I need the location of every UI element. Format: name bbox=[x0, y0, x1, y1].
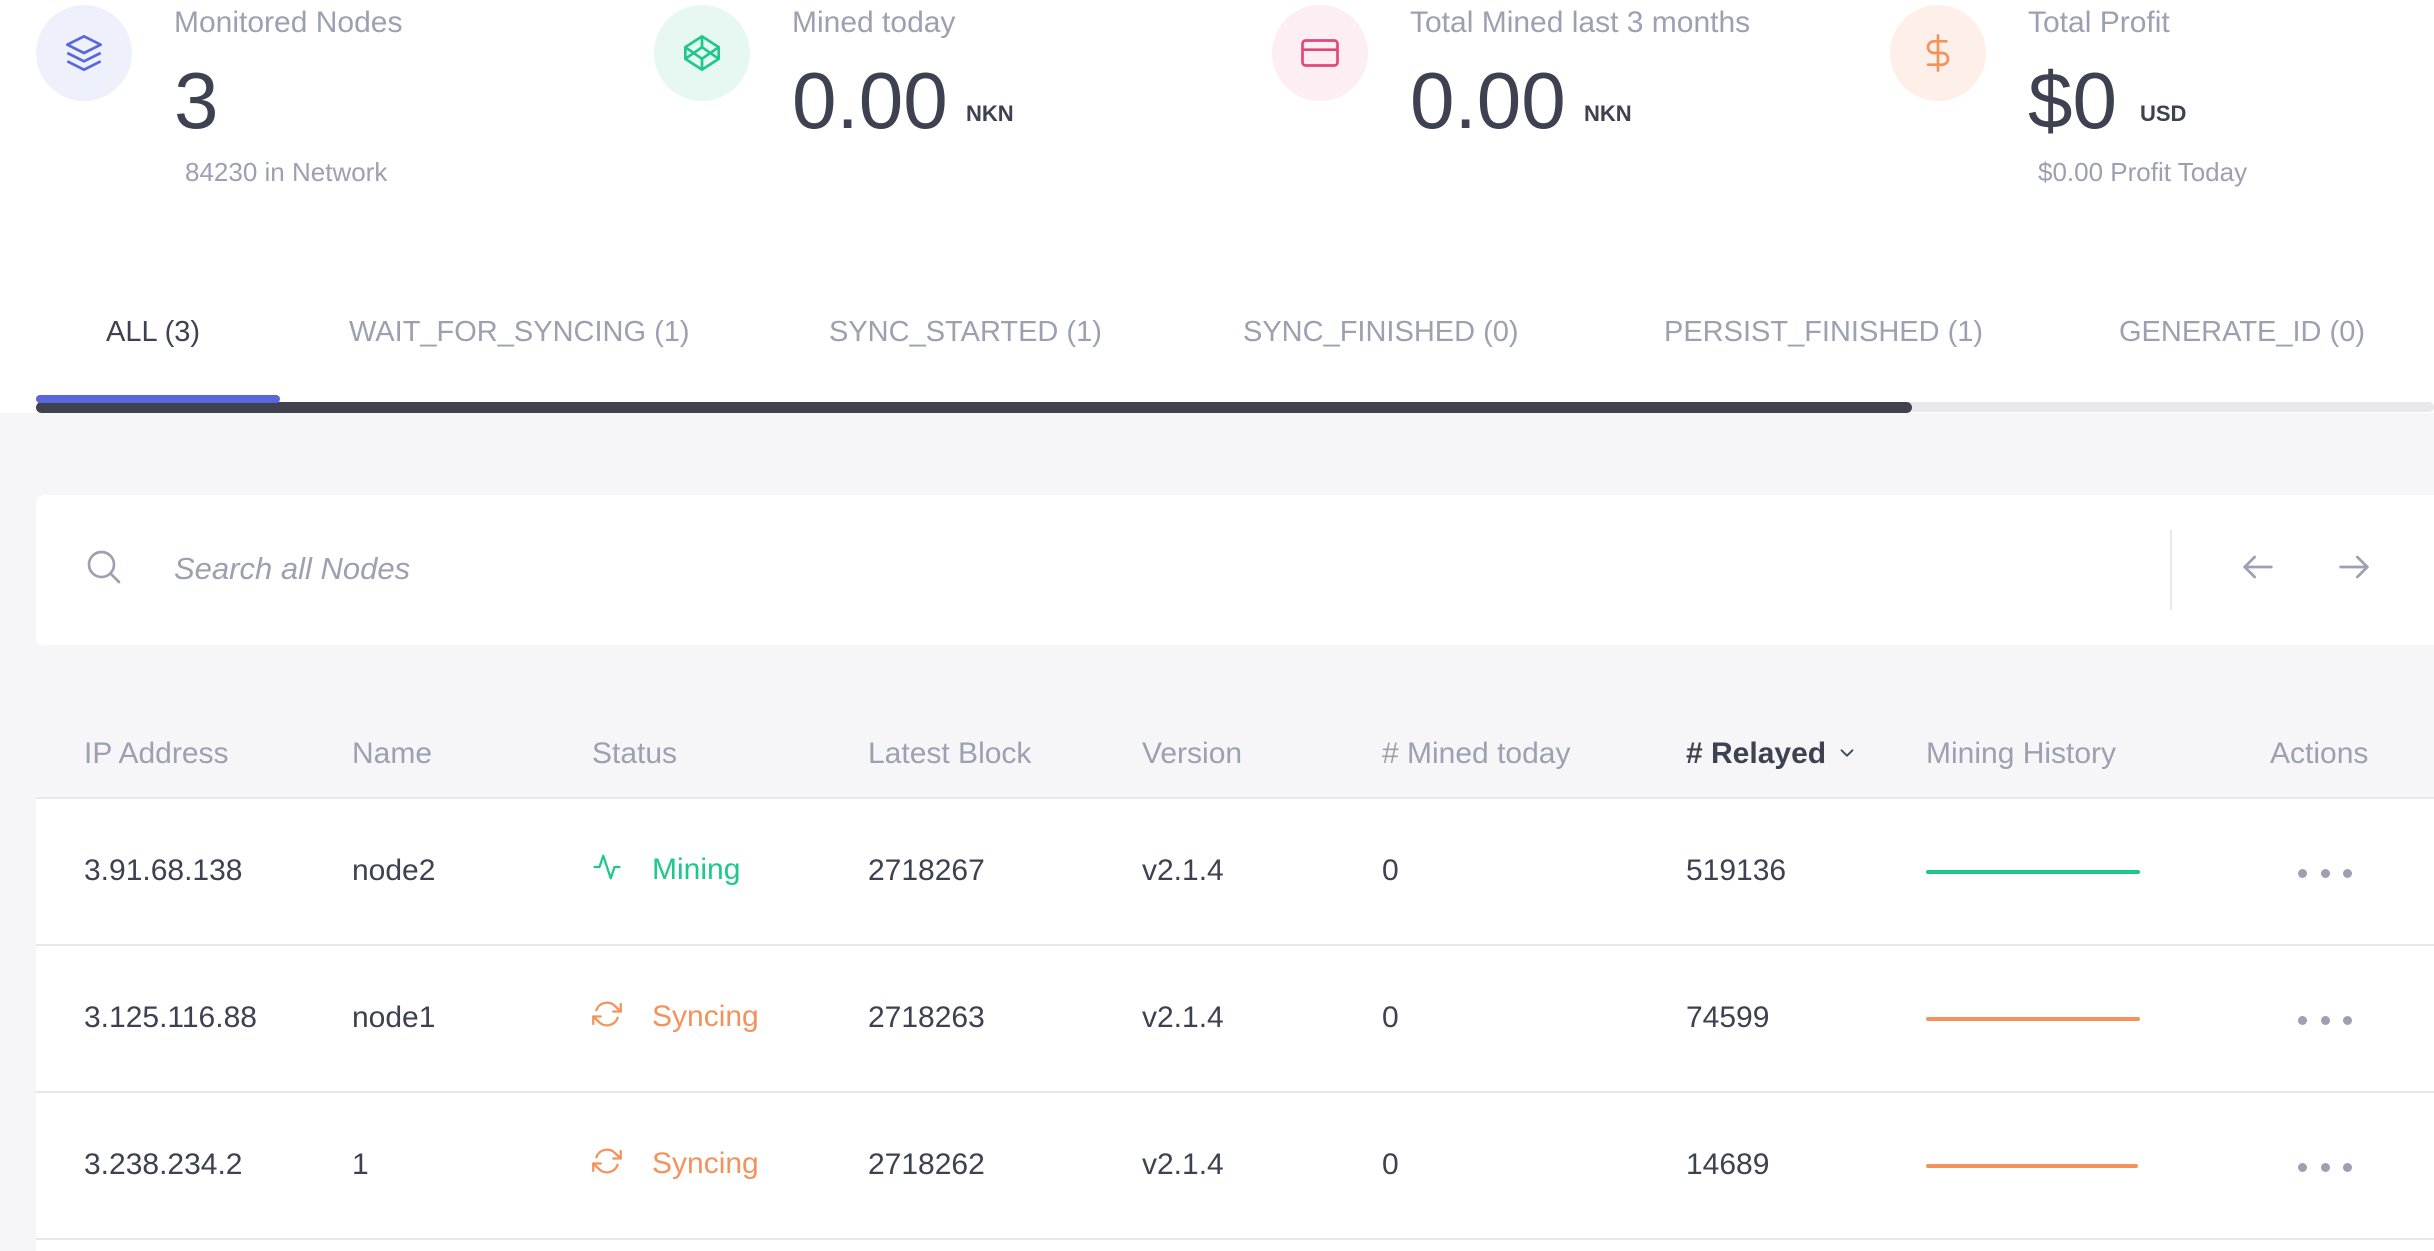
mining-history-sparkline bbox=[1926, 1017, 2140, 1021]
more-dots-icon bbox=[2320, 1015, 2330, 1025]
stat-subtext: $0.00 Profit Today bbox=[2038, 157, 2248, 187]
table-row[interactable]: 3.125.116.88 node1 Syncing 2718263 v2.1.… bbox=[36, 947, 2434, 1093]
chevron-down-icon bbox=[1836, 738, 1858, 772]
column-header-relayed-label: # Relayed bbox=[1686, 737, 1827, 770]
stat-label: Total Mined last 3 months bbox=[1410, 6, 1751, 39]
stat-monitored-nodes: Monitored Nodes 3 84230 in Network bbox=[36, 0, 636, 200]
column-header-status[interactable]: Status bbox=[592, 737, 678, 770]
stat-label: Monitored Nodes bbox=[174, 6, 403, 39]
more-dots-icon bbox=[2298, 1015, 2307, 1025]
search-bar bbox=[36, 495, 2434, 645]
cell-relayed: 519136 bbox=[1686, 854, 1787, 887]
table-row[interactable]: 3.91.68.138 node2 Mining 2718267 v2.1.4 … bbox=[36, 800, 2434, 946]
activity-icon bbox=[592, 852, 622, 887]
mining-history-sparkline bbox=[1926, 870, 2140, 874]
cell-mined-today: 0 bbox=[1382, 1001, 1399, 1034]
dashboard-header: Monitored Nodes 3 84230 in Network Mined… bbox=[0, 0, 2434, 413]
column-header-relayed[interactable]: # Relayed bbox=[1686, 737, 1858, 772]
more-dots-icon bbox=[2298, 1162, 2307, 1172]
codepen-icon bbox=[654, 5, 750, 101]
row-actions-button[interactable] bbox=[2298, 1152, 2352, 1182]
status-badge: Syncing bbox=[592, 1146, 759, 1181]
search-input[interactable] bbox=[174, 541, 2154, 597]
cell-version: v2.1.4 bbox=[1142, 1001, 1224, 1034]
row-actions-button[interactable] bbox=[2298, 858, 2352, 888]
cell-latest-block: 2718267 bbox=[868, 854, 985, 887]
table-row[interactable]: 3.238.234.2 1 Syncing 2718262 v2.1.4 0 1… bbox=[36, 1094, 2434, 1240]
more-dots-icon bbox=[2343, 868, 2352, 878]
search-icon bbox=[84, 547, 124, 592]
stat-value: 3 bbox=[174, 56, 219, 145]
column-header-ip[interactable]: IP Address bbox=[84, 737, 229, 770]
status-badge: Syncing bbox=[592, 999, 759, 1034]
arrow-left-icon[interactable] bbox=[2238, 547, 2278, 592]
tab-persist-finished[interactable]: PERSIST_FINISHED (1) bbox=[1664, 316, 1984, 348]
status-badge: Mining bbox=[592, 852, 740, 887]
credit-card-icon bbox=[1272, 5, 1368, 101]
more-dots-icon bbox=[2320, 868, 2330, 878]
refresh-icon bbox=[592, 1146, 622, 1181]
column-header-mined-today[interactable]: # Mined today bbox=[1382, 737, 1571, 770]
status-text: Syncing bbox=[652, 999, 759, 1033]
tab-generate-id[interactable]: GENERATE_ID (0) bbox=[2119, 316, 2366, 348]
arrow-right-icon[interactable] bbox=[2334, 547, 2374, 592]
stat-total-mined-3-months: Total Mined last 3 months 0.00 NKN bbox=[1272, 0, 1872, 200]
stat-value: $0 bbox=[2028, 56, 2117, 145]
cell-version: v2.1.4 bbox=[1142, 1148, 1224, 1181]
column-header-mining-history: Mining History bbox=[1926, 737, 2117, 770]
stat-unit: USD bbox=[2140, 101, 2187, 126]
stat-total-profit: Total Profit $0 USD $0.00 Profit Today bbox=[1890, 0, 2430, 200]
stat-label: Total Profit bbox=[2028, 6, 2170, 39]
stat-value: 0.00 bbox=[1410, 56, 1566, 145]
column-header-version[interactable]: Version bbox=[1142, 737, 1243, 770]
column-header-name[interactable]: Name bbox=[352, 737, 433, 770]
cell-name: 1 bbox=[352, 1148, 369, 1181]
tab-wait-for-syncing[interactable]: WAIT_FOR_SYNCING (1) bbox=[349, 316, 690, 348]
more-dots-icon bbox=[2343, 1162, 2352, 1172]
tabs-scrollbar-thumb[interactable] bbox=[36, 402, 1912, 413]
cell-version: v2.1.4 bbox=[1142, 854, 1224, 887]
mining-history-sparkline bbox=[1926, 1164, 2138, 1168]
layers-icon bbox=[36, 5, 132, 101]
table-header: IP Address Name Status Latest Block Vers… bbox=[36, 711, 2434, 799]
stat-mined-today: Mined today 0.00 NKN bbox=[654, 0, 1254, 200]
cell-relayed: 14689 bbox=[1686, 1148, 1770, 1181]
cell-ip: 3.125.116.88 bbox=[84, 1001, 257, 1034]
stat-label: Mined today bbox=[792, 6, 956, 39]
cell-name: node1 bbox=[352, 1001, 436, 1034]
tab-sync-finished[interactable]: SYNC_FINISHED (0) bbox=[1243, 316, 1519, 348]
cell-relayed: 74599 bbox=[1686, 1001, 1770, 1034]
cell-latest-block: 2718262 bbox=[868, 1148, 985, 1181]
cell-ip: 3.91.68.138 bbox=[84, 854, 243, 887]
cell-name: node2 bbox=[352, 854, 436, 887]
more-dots-icon bbox=[2298, 868, 2307, 878]
active-tab-indicator bbox=[36, 395, 280, 403]
nodes-table: IP Address Name Status Latest Block Vers… bbox=[36, 711, 2434, 1251]
search-divider bbox=[2170, 530, 2172, 610]
cell-ip: 3.238.234.2 bbox=[84, 1148, 243, 1181]
stat-unit: NKN bbox=[1584, 101, 1632, 126]
stat-value: 0.00 bbox=[792, 56, 948, 145]
tab-sync-started[interactable]: SYNC_STARTED (1) bbox=[829, 316, 1102, 348]
dollar-icon bbox=[1890, 5, 1986, 101]
stat-subtext: 84230 in Network bbox=[185, 157, 388, 187]
more-dots-icon bbox=[2343, 1015, 2352, 1025]
row-actions-button[interactable] bbox=[2298, 1005, 2352, 1035]
status-text: Mining bbox=[652, 852, 741, 886]
refresh-icon bbox=[592, 999, 622, 1034]
status-text: Syncing bbox=[652, 1146, 759, 1180]
cell-latest-block: 2718263 bbox=[868, 1001, 985, 1034]
tab-all[interactable]: ALL (3) bbox=[106, 316, 201, 348]
cell-mined-today: 0 bbox=[1382, 854, 1399, 887]
stat-unit: NKN bbox=[966, 101, 1014, 126]
column-header-actions: Actions bbox=[2270, 737, 2369, 770]
column-header-latest-block[interactable]: Latest Block bbox=[868, 737, 1032, 770]
cell-mined-today: 0 bbox=[1382, 1148, 1399, 1181]
more-dots-icon bbox=[2320, 1162, 2330, 1172]
